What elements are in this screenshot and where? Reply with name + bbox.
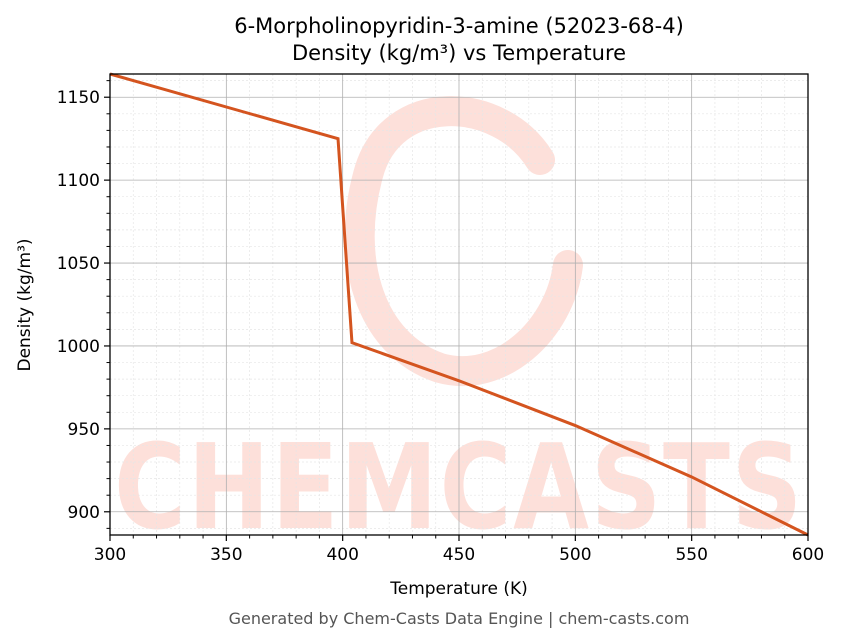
y-tick-label: 900 <box>68 503 100 523</box>
watermark-text: CHEMCASTS <box>114 418 804 556</box>
chart-title-line2: Density (kg/m³) vs Temperature <box>292 41 626 65</box>
y-tick-label: 1150 <box>57 88 100 108</box>
x-tick-label: 500 <box>559 545 591 565</box>
x-tick-label: 300 <box>94 545 126 565</box>
chart-title-line1: 6-Morpholinopyridin-3-amine (52023-68-4) <box>234 14 684 38</box>
y-tick-label: 1000 <box>57 337 100 357</box>
x-tick-label: 400 <box>326 545 358 565</box>
watermark-swirl-icon <box>344 96 583 387</box>
x-tick-label: 350 <box>210 545 242 565</box>
tick-labels-layer: 300 350 400 450 500 550 600 900 950 1000 1050 1100 1… <box>57 88 824 565</box>
y-tick-label: 1100 <box>57 171 100 191</box>
grid-major <box>109 74 809 535</box>
x-tick-label: 600 <box>792 545 824 565</box>
footer-credit: Generated by Chem-Casts Data Engine | ch… <box>229 609 690 628</box>
ticks-layer <box>104 80 809 541</box>
x-tick-label: 450 <box>443 545 475 565</box>
watermark: CHEMCASTS <box>114 96 804 556</box>
x-axis-label: Temperature (K) <box>389 579 528 599</box>
y-axis-label: Density (kg/m³) <box>15 238 35 371</box>
x-tick-label: 550 <box>675 545 707 565</box>
y-tick-label: 950 <box>68 420 100 440</box>
y-tick-label: 1050 <box>57 254 100 274</box>
